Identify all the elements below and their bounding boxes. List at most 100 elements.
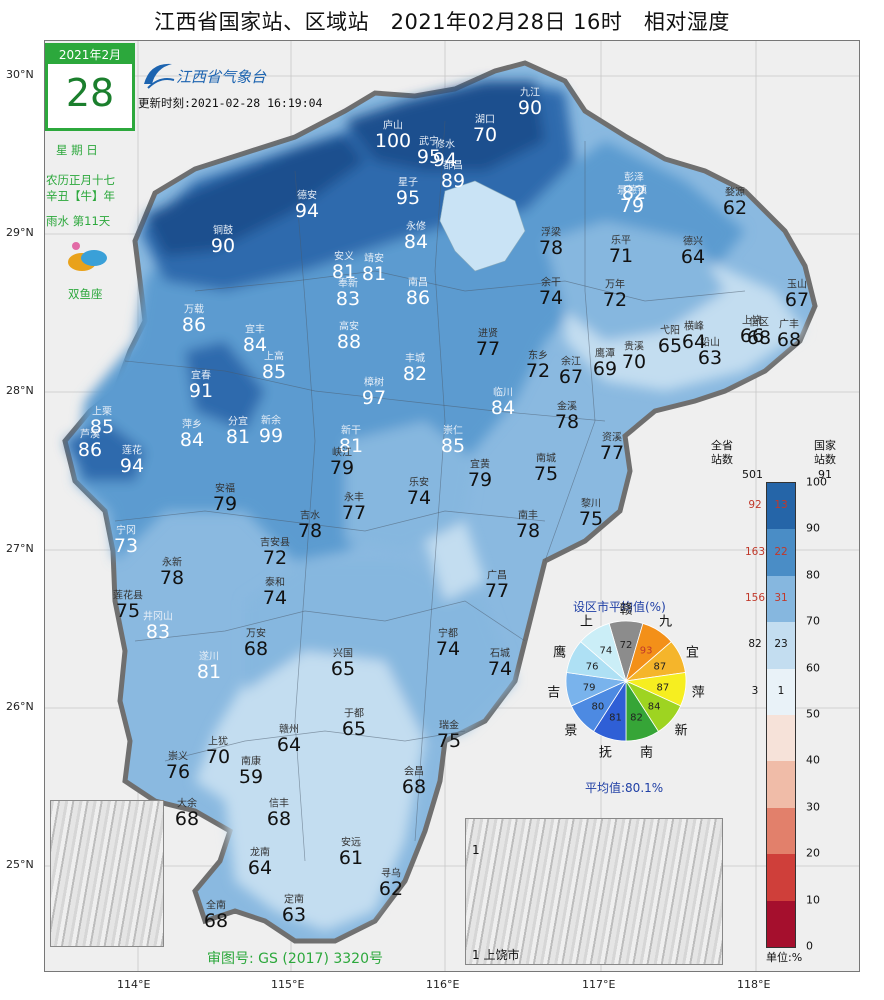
colorbar-tick: 50 [806,707,820,721]
station-value: 79 [619,195,645,217]
station-name: 龙南 [250,847,270,859]
station-value: 74 [262,587,288,609]
station-name: 泰和 [265,577,285,589]
station-value: 81 [331,261,357,283]
station-value: 97 [361,387,387,409]
station-name: 宜春 [191,370,211,382]
lat-label-25: 25°N [6,858,34,871]
station-value: 65 [341,718,367,740]
station-value: 64 [276,734,302,756]
station-value: 78 [538,237,564,259]
station-value: 65 [330,658,356,680]
station-value: 68 [776,329,802,351]
station-name: 莲花县 [113,590,143,602]
station-value: 72 [262,547,288,569]
lon-label-117: 117°E [582,978,616,991]
station-name: 于都 [344,708,364,720]
station-name: 永修 [406,221,426,233]
station-name: 广昌 [487,570,507,582]
station-value: 78 [297,520,323,542]
station-value: 90 [210,235,236,257]
station-value: 71 [608,245,634,267]
station-name: 鹰潭 [595,348,615,360]
pie-city-label: 新 [674,723,688,739]
station-value: 75 [115,600,141,622]
station-name: 峡江 [332,447,352,459]
station-name: 萍乡 [182,419,202,431]
pie-title: 设区市平均值(%) [573,600,666,614]
pie-city-label: 上 [580,614,594,630]
colorbar-segment [767,575,795,623]
colorbar-tick: 40 [806,753,820,767]
station-value: 64 [247,857,273,879]
station-name: 庐山 [383,120,403,132]
pie-value: 80 [592,701,605,712]
station-name: 丰城 [405,353,425,365]
station-name: 莲花 [122,445,142,457]
station-name: 新干 [341,425,361,437]
logo-text: 江西省气象台 [176,68,267,86]
station-name: 上饶 [742,315,762,327]
station-value: 81 [196,661,222,683]
station-name: 湖口 [475,114,495,126]
station-name: 会昌 [404,766,424,778]
colorbar-segment [767,854,795,901]
station-name: 万载 [184,304,204,316]
meteorology-logo-icon [144,63,175,89]
station-value: 86 [181,314,207,336]
colorbar-tick: 80 [806,568,820,582]
station-value: 79 [467,469,493,491]
inset-map-right [465,818,723,965]
station-name: 瑞金 [439,720,459,732]
pie-city-label: 抚 [598,745,612,761]
station-name: 宜黄 [470,459,490,471]
station-name: 万安 [246,628,266,640]
pie-value: 82 [630,713,643,724]
station-name: 靖安 [364,253,384,265]
station-name: 宁冈 [116,525,136,537]
station-value: 70 [472,124,498,146]
station-name: 樟树 [364,377,384,389]
lunar-year: 辛丑【牛】年 [46,189,115,203]
station-value: 85 [89,416,115,438]
station-value: 77 [341,502,367,524]
station-name: 高安 [339,321,359,333]
station-value: 85 [440,435,466,457]
station-name: 信区 [749,317,769,329]
station-name: 九江 [520,87,540,99]
pie-value: 74 [600,646,613,657]
station-name: 星子 [398,177,418,189]
station-value: 94 [119,455,145,477]
station-value: 63 [281,904,307,926]
station-name: 全南 [206,900,226,912]
station-value: 79 [212,493,238,515]
legend-header-all: 全省 站数 [711,439,733,466]
station-value: 68 [203,910,229,932]
station-value: 89 [440,170,466,192]
station-name: 景德镇 [617,185,647,197]
station-value: 64 [680,246,706,268]
station-value: 84 [179,429,205,451]
pie-value: 72 [620,640,633,651]
colorbar-tick: 20 [806,846,820,860]
station-value: 64 [681,331,707,353]
station-name: 修水 [435,139,455,151]
count-national: 13 [774,499,788,512]
station-value: 94 [432,149,458,171]
station-name: 浮梁 [541,227,561,239]
pie-city-label: 萍 [691,685,705,701]
pie-value: 79 [583,682,596,693]
station-value: 88 [336,331,362,353]
colorbar-tick: 0 [806,939,813,953]
station-value: 62 [378,878,404,900]
legend-total-all: 501 [742,468,763,481]
station-value: 74 [487,658,513,680]
station-value: 59 [238,766,264,788]
review-number: 审图号: GS (2017) 3320号 [207,951,383,967]
colorbar-tick: 70 [806,614,820,628]
colorbar-segment [767,807,795,855]
station-name: 永丰 [344,492,364,504]
colorbar [766,482,796,948]
station-value: 86 [77,439,103,461]
